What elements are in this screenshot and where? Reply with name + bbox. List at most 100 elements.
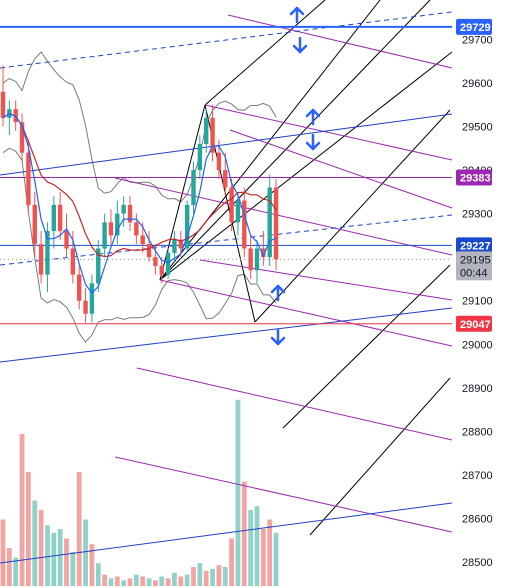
pitchfork-line	[309, 377, 451, 536]
pitchfork-line	[282, 264, 451, 429]
price-tag-label: 29383	[460, 172, 491, 184]
candle-body	[153, 257, 158, 266]
candle-body	[248, 248, 253, 271]
volume-bar	[210, 568, 215, 586]
price-tag	[456, 264, 492, 281]
channel-line	[114, 177, 453, 256]
price-tag-label: 00:44	[460, 267, 488, 279]
candle-body	[89, 283, 95, 314]
bollinger-bands	[2, 51, 277, 343]
pitchfork-line	[204, 0, 326, 106]
volume-bar	[127, 578, 133, 586]
volume-bar	[248, 510, 254, 586]
volume-bar	[153, 580, 158, 586]
y-tick-label: 29500	[462, 122, 493, 134]
volume-bar	[229, 538, 234, 586]
volume-bar	[140, 576, 146, 586]
price-tag	[456, 237, 492, 254]
candle-body	[108, 222, 114, 236]
candle-body	[115, 213, 120, 236]
channel-line	[159, 279, 453, 347]
candle-body	[127, 204, 133, 223]
volume-bar	[241, 481, 247, 586]
candle-body	[51, 204, 56, 232]
y-tick-label: 29700	[462, 34, 493, 46]
candle-body	[134, 222, 139, 236]
volume-bar	[108, 578, 114, 586]
candle-body	[26, 152, 31, 205]
channel-line	[199, 259, 453, 301]
volume-bar	[38, 510, 44, 586]
candle-body	[70, 248, 76, 275]
volume-bar	[165, 578, 171, 586]
pitchfork-line	[254, 109, 451, 323]
channel-line	[204, 104, 453, 161]
candle-body	[19, 122, 25, 153]
volume-bar	[6, 548, 12, 586]
price-tag	[456, 169, 492, 186]
candle-body	[204, 117, 209, 144]
candle-body	[159, 265, 164, 275]
volume-bar	[197, 563, 203, 586]
direction-arrows	[270, 6, 321, 346]
candle-body	[57, 204, 63, 232]
bollinger-lower-line	[2, 147, 277, 343]
y-tick-label: 28500	[462, 557, 493, 569]
y-tick-label: 29600	[462, 78, 493, 90]
volume-bar	[184, 574, 190, 586]
y-tick-label: 29300	[462, 209, 493, 221]
channel-line	[136, 367, 453, 441]
volume-bar	[19, 434, 25, 586]
y-tick-label: 28600	[462, 513, 493, 525]
volume-bars	[0, 399, 279, 586]
candle-body	[229, 187, 234, 223]
candle-body	[235, 200, 241, 223]
volume-bar	[64, 538, 69, 586]
volume-bar	[70, 551, 76, 586]
volume-bar	[76, 472, 82, 586]
volume-bar	[159, 576, 165, 586]
candle-body	[197, 143, 203, 171]
volume-bar	[95, 563, 101, 586]
bollinger-upper-line	[2, 51, 277, 203]
candle-body	[184, 204, 190, 249]
volume-bar	[32, 500, 38, 586]
volume-bar	[45, 525, 50, 586]
price-tag-label: 29047	[460, 319, 491, 331]
channel-line	[227, 14, 453, 69]
volume-bar	[102, 574, 107, 586]
trend-line	[0, 307, 453, 363]
candle-body	[77, 274, 82, 301]
price-axis	[452, 0, 508, 588]
price-tag-label: 29227	[460, 240, 491, 252]
drawing-tools	[0, 0, 453, 564]
volume-bar	[121, 580, 127, 586]
volume-bar	[26, 472, 31, 586]
volume-bar	[51, 532, 57, 586]
channel-line	[114, 456, 453, 533]
candle-body	[121, 204, 126, 214]
candle-body	[254, 248, 260, 271]
dashed-trend-line	[0, 11, 453, 69]
candle-body	[96, 248, 101, 284]
y-tick-label: 28800	[462, 426, 493, 438]
arrow-up-icon	[289, 6, 305, 16]
candle-body	[242, 200, 247, 249]
candle-body	[38, 244, 44, 275]
ma-fast-line	[2, 112, 277, 295]
price-tag	[456, 18, 492, 35]
volume-bar	[114, 576, 120, 586]
price-tag-label: 29195	[460, 254, 491, 266]
candle-body	[146, 244, 152, 258]
price-tag	[456, 251, 492, 268]
arrow-down-icon	[270, 336, 286, 346]
candle-body	[102, 222, 107, 249]
candle-body	[261, 248, 266, 258]
y-tick-label: 28900	[462, 383, 493, 395]
candle-body	[191, 170, 196, 205]
y-tick-label: 28700	[462, 470, 493, 482]
candle-body	[45, 231, 50, 275]
